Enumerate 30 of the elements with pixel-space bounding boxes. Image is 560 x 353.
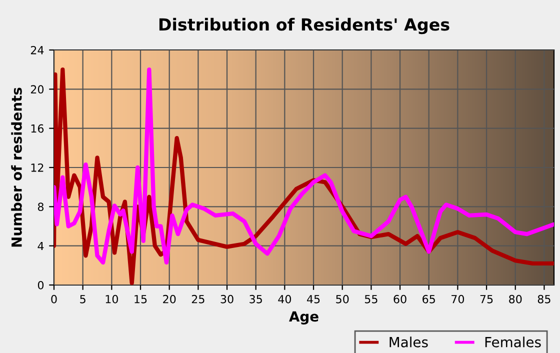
x-tick-label: 25	[192, 294, 204, 304]
x-tick-label: 70	[452, 294, 464, 304]
y-tick-label: 8	[38, 202, 44, 212]
x-tick-label: 60	[394, 294, 406, 304]
x-tick-label: 45	[306, 295, 320, 304]
y-tick-label: 24	[30, 46, 44, 54]
legend-label: Males	[390, 336, 428, 348]
x-tick-label: 75	[480, 295, 493, 304]
x-tick-label: 10	[106, 294, 118, 304]
y-tick-label: 20	[30, 85, 44, 94]
x-axis-title: Age	[289, 311, 318, 324]
x-tick-label: 50	[336, 294, 349, 304]
x-tick-label: 20	[163, 294, 176, 304]
y-axis-title: Number of residents	[11, 88, 22, 247]
chart-title: Distribution of Residents' Ages	[159, 18, 450, 34]
y-tick-label: 4	[38, 242, 44, 250]
y-tick-label: 12	[31, 163, 44, 172]
y-tick-label: 0	[38, 280, 44, 290]
x-tick-label: 35	[250, 294, 262, 304]
legend-label: Females	[485, 336, 541, 348]
x-tick-label: 55	[364, 295, 378, 304]
x-tick-label: 40	[278, 294, 292, 304]
x-tick-label: 65	[422, 294, 435, 304]
x-tick-label: 5	[80, 295, 86, 304]
x-tick-label: 80	[509, 294, 522, 304]
x-tick-label: 0	[51, 294, 57, 304]
x-tick-label: 30	[220, 294, 234, 304]
x-tick-label: 85	[538, 294, 550, 304]
y-tick-label: 16	[31, 124, 44, 133]
x-tick-label: 15	[134, 295, 147, 304]
